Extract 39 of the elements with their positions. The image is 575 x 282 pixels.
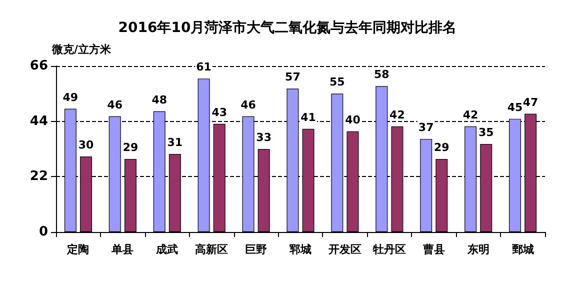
- x-tick-label: 单县: [110, 243, 134, 256]
- data-label: 46: [240, 98, 256, 112]
- data-label: 31: [167, 136, 183, 150]
- x-tick-label: 高新区: [195, 243, 228, 256]
- y-tick-label: 22: [30, 169, 48, 184]
- x-tick-label: 巨野: [245, 243, 268, 256]
- data-label: 47: [522, 96, 538, 109]
- data-label: 43: [212, 106, 228, 119]
- data-label: 55: [330, 76, 345, 89]
- data-label: 30: [78, 138, 94, 152]
- data-label: 48: [152, 93, 168, 106]
- x-tick-label: 郓城: [290, 243, 312, 256]
- data-label: 41: [300, 110, 316, 124]
- data-label: 29: [122, 141, 138, 154]
- data-label: 42: [390, 108, 405, 122]
- x-tick-label: 东明: [466, 243, 490, 256]
- data-label: 42: [462, 108, 478, 122]
- x-tick-label: 曹县: [422, 243, 445, 256]
- data-label: 33: [256, 131, 272, 144]
- data-label: 37: [418, 120, 434, 134]
- x-tick-label: 定陶: [66, 243, 90, 256]
- data-label: 35: [478, 126, 494, 139]
- chart-title: 2016年10月菏泽市大气二氧化氮与去年同期对比排名: [118, 19, 457, 36]
- data-label: 45: [507, 100, 523, 114]
- x-tick-label: 鄄城: [510, 243, 534, 256]
- data-label: 49: [62, 90, 78, 104]
- y-tick-label: 66: [30, 58, 48, 74]
- data-label: 58: [374, 68, 390, 82]
- x-tick-label: 开发区: [327, 243, 362, 256]
- data-label: 40: [345, 113, 361, 126]
- data-label: 57: [285, 70, 300, 84]
- data-label: 46: [107, 98, 123, 112]
- y-axis-title: 微克/立方米: [51, 43, 112, 56]
- y-tick-label: 44: [30, 114, 48, 129]
- data-label: 61: [196, 60, 212, 74]
- y-tick-label: 0: [38, 224, 48, 240]
- data-label: 29: [434, 141, 450, 154]
- x-tick-label: 成武: [155, 243, 178, 256]
- x-tick-label: 牡丹区: [372, 243, 406, 256]
